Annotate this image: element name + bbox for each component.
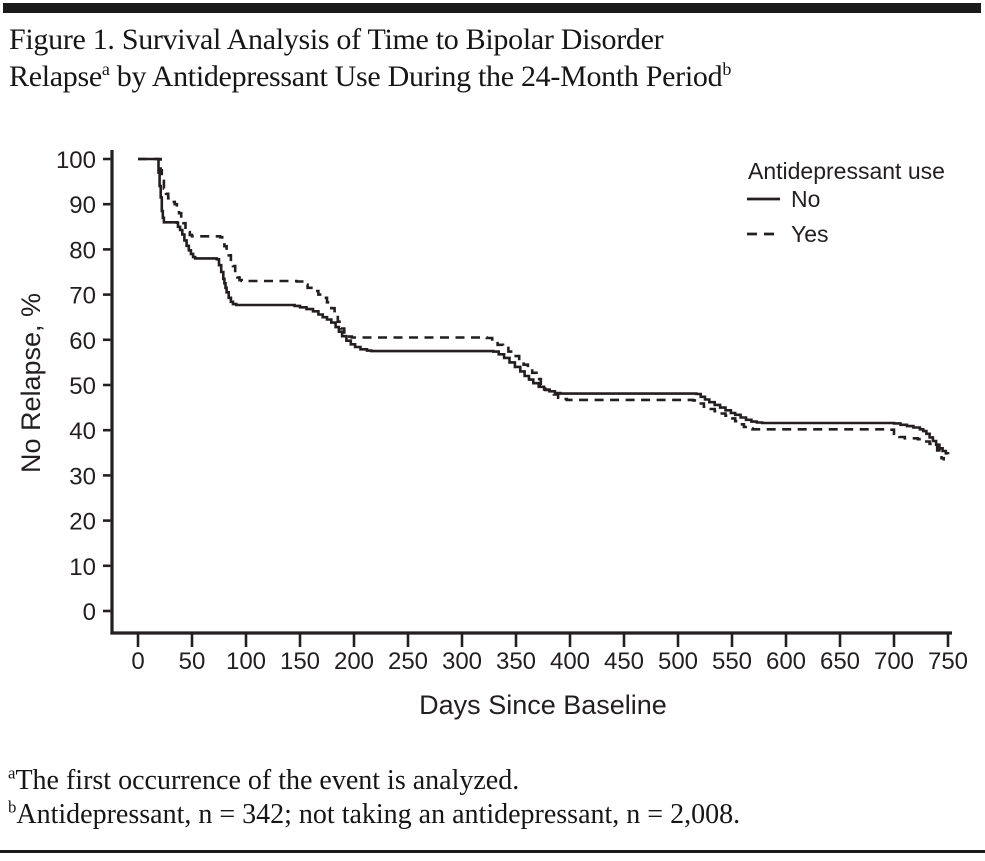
footnote-a-marker: a [8,763,16,783]
y-tick-label: 90 [69,192,96,219]
x-tick-label: 400 [550,648,590,675]
figure-footnotes: aThe first occurrence of the event is an… [8,764,740,832]
footnote-a: aThe first occurrence of the event is an… [8,764,740,798]
y-axis-title: No Relapse, % [16,293,46,473]
y-tick-label: 100 [56,147,96,174]
legend-label-no: No [791,186,820,212]
footnote-b: bAntidepressant, n = 342; not taking an … [8,798,740,832]
x-tick-label: 700 [874,648,914,675]
x-tick-label: 150 [280,648,320,675]
y-tick-label: 30 [69,463,96,490]
x-tick-label: 50 [179,648,206,675]
chart-legend: Antidepressant use No Yes [747,158,945,247]
y-tick-label: 70 [69,283,96,310]
x-tick-label: 100 [226,648,266,675]
figure-title-line1: Figure 1. Survival Analysis of Time to B… [9,23,664,56]
legend-label-yes: Yes [791,221,829,247]
x-tick-label: 0 [131,648,144,675]
plot-area: 0 10 20 30 40 50 60 70 80 90 100 0 50 100 150 200 250 300… [56,147,968,675]
x-tick-label: 600 [766,648,806,675]
x-tick-label: 250 [388,648,428,675]
y-tick-label: 80 [69,237,96,264]
y-tick-label: 40 [69,418,96,445]
y-tick-label: 0 [83,599,96,626]
x-tick-label: 650 [820,648,860,675]
legend-title: Antidepressant use [748,158,945,184]
top-rule [3,3,981,13]
x-tick-label: 450 [604,648,644,675]
y-tick-label: 10 [69,554,96,581]
survival-curve-yes [138,157,945,461]
x-axis-title: Days Since Baseline [419,690,667,720]
y-tick-label: 50 [69,373,96,400]
footnote-marker-a: a [101,59,110,79]
x-tick-label: 200 [334,648,374,675]
x-tick-label: 350 [496,648,536,675]
footnote-a-text: The first occurrence of the event is ana… [15,765,520,796]
y-tick-label: 20 [69,509,96,536]
x-tick-label: 550 [712,648,752,675]
figure-title: Figure 1. Survival Analysis of Time to B… [9,21,969,95]
y-tick-label: 60 [69,328,96,355]
x-tick-label: 500 [658,648,698,675]
footnote-b-text: Antidepressant, n = 342; not taking an a… [16,799,741,830]
survival-curve-no [138,157,950,455]
footnote-b-marker: b [8,797,17,817]
footnote-marker-b: b [722,59,732,79]
x-tick-label: 300 [442,648,482,675]
figure-title-line2: Relapsea by Antidepressant Use During th… [9,59,732,93]
x-tick-label: 750 [928,648,968,675]
bottom-rule [0,850,985,853]
